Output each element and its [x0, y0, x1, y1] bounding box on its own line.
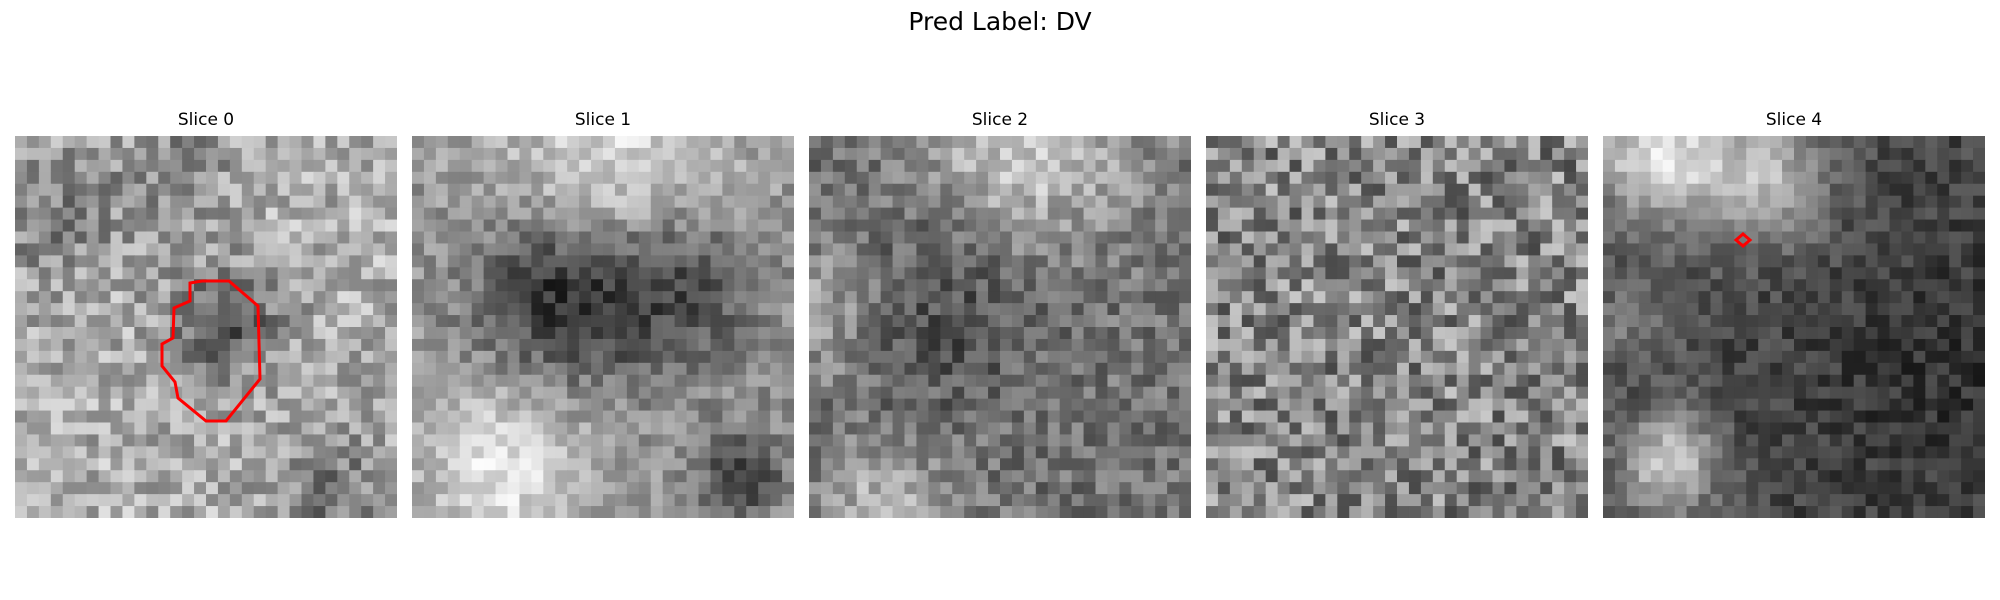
slice-title: Slice 4: [1765, 110, 1823, 130]
slice-image-0: [15, 136, 397, 518]
figure-title: Pred Label: DV: [908, 7, 1092, 36]
lesion-contour: [160, 279, 262, 423]
slice-panel-0: Slice 0: [15, 108, 397, 518]
slice-panel-2: Slice 2: [809, 108, 1191, 518]
slice-title: Slice 0: [177, 110, 235, 130]
slice-image-2: [809, 136, 1191, 518]
slice-image-3: [1206, 136, 1588, 518]
slice-panel-1: Slice 1: [412, 108, 794, 518]
slice-image-1: [412, 136, 794, 518]
slice-title: Slice 2: [971, 110, 1029, 130]
slice-panel-3: Slice 3: [1206, 108, 1588, 518]
slice-image-4: [1603, 136, 1985, 518]
slice-title: Slice 3: [1368, 110, 1426, 130]
slice-panel-4: Slice 4: [1603, 108, 1985, 518]
slice-title: Slice 1: [574, 110, 632, 130]
lesion-contour: [1733, 232, 1753, 248]
